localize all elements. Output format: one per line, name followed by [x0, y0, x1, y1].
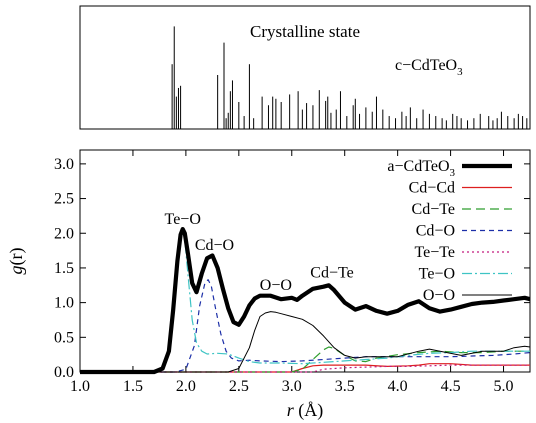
legend-label: Cd−Cd	[409, 180, 455, 197]
y-tick-label: 3.0	[54, 156, 74, 173]
x-tick-label: 5.0	[494, 378, 514, 395]
x-tick-label: 1.0	[70, 378, 90, 395]
series-curves	[80, 227, 531, 375]
series-te-o	[80, 231, 530, 373]
x-tick-label: 4.5	[441, 378, 461, 395]
x-axis-label: r (Å)	[287, 400, 324, 421]
legend-label: Te−Te	[414, 244, 455, 261]
x-tick-label: 2.5	[229, 378, 249, 395]
crystalline-panel: Crystalline state c−CdTeO3	[79, 5, 531, 130]
y-tick-label: 0.0	[54, 364, 74, 381]
peak-label: Te−O	[165, 211, 201, 228]
plot-frame	[79, 149, 531, 373]
crystalline-panel-frame	[79, 5, 531, 130]
peak-annotations: Te−O Cd−O O−O Cd−Te	[165, 211, 354, 294]
x-tick-label: 3.5	[335, 378, 355, 395]
series-cd-o	[80, 279, 531, 373]
series-o-o	[80, 311, 531, 373]
y-tick-label: 0.5	[54, 329, 74, 346]
legend-label: Te−O	[419, 266, 455, 283]
crystalline-panel-title: Crystalline state	[250, 22, 360, 41]
axis-ticks: 1.0 1.5 2.0 2.5 3.0 3.5 4.0 4.5 5.0 0.0 0.5 1.0 1.5 2…	[54, 150, 530, 395]
y-tick-label: 1.5	[54, 260, 74, 277]
pair-distribution-panel: 1.0 1.5 2.0 2.5 3.0 3.5 4.0 4.5 5.0 0.0 0.5 1.0 1.5 2…	[6, 149, 531, 421]
peak-label: O−O	[260, 277, 292, 294]
peak-label: Cd−O	[195, 237, 234, 254]
crystalline-formula: c−CdTeO3	[395, 57, 463, 78]
legend-label: a−CdTeO3	[387, 158, 455, 179]
series-cd-te	[80, 346, 530, 373]
series-cd-cd	[80, 363, 530, 373]
peak-label: Cd−Te	[310, 265, 353, 282]
x-tick-label: 3.0	[282, 378, 302, 395]
series-a-cdteo	[80, 227, 531, 375]
y-tick-label: 2.0	[54, 225, 74, 242]
legend-label: O−O	[423, 287, 455, 304]
stick-spectrum	[171, 26, 528, 129]
legend-label: Cd−O	[416, 223, 455, 240]
y-axis-label: g(r)	[6, 248, 27, 275]
y-tick-label: 2.5	[54, 191, 74, 208]
x-tick-label: 1.5	[123, 378, 143, 395]
legend-label: Cd−Te	[412, 201, 455, 218]
x-tick-label: 4.0	[388, 378, 408, 395]
y-tick-label: 1.0	[54, 295, 74, 312]
x-tick-label: 2.0	[176, 378, 196, 395]
